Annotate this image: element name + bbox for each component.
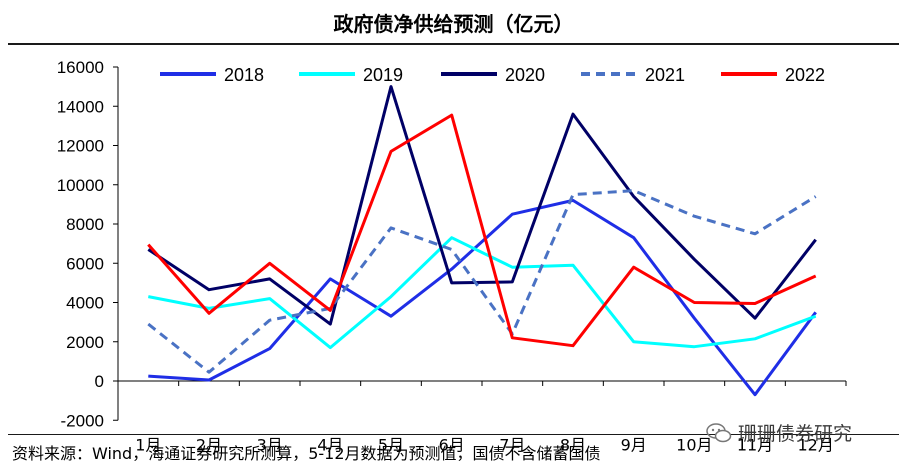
x-tick-label: 4月 bbox=[317, 435, 343, 454]
source-note: 资料来源：Wind，海通证券研究所测算，5-12月数据为预测值，国债不含储蓄国债 bbox=[12, 444, 601, 463]
legend-label-2022: 2022 bbox=[785, 65, 825, 85]
top-rule bbox=[8, 43, 899, 45]
series-line-2022 bbox=[147, 113, 817, 348]
watermark: 珊珊债券研究 bbox=[706, 419, 852, 446]
bottom-rule bbox=[8, 434, 899, 435]
y-tick-label: 0 bbox=[95, 372, 104, 391]
x-tick-label: 5月 bbox=[378, 435, 404, 454]
chart-title: 政府债净供给预测（亿元） bbox=[333, 12, 574, 36]
series-line-2019 bbox=[148, 236, 817, 350]
legend-label-2020: 2020 bbox=[505, 65, 545, 85]
series-line-2018 bbox=[148, 198, 817, 397]
x-tick-label: 8月 bbox=[560, 435, 586, 454]
legend-label-2021: 2021 bbox=[645, 65, 685, 85]
series-line-2021 bbox=[147, 189, 817, 374]
x-tick-label: 3月 bbox=[257, 435, 283, 454]
y-tick-label: 16000 bbox=[57, 58, 104, 77]
legend-label-2018: 2018 bbox=[224, 65, 264, 85]
x-tick-label: 11月 bbox=[737, 435, 773, 454]
x-tick-label: 9月 bbox=[621, 435, 647, 454]
y-tick-label: 4000 bbox=[66, 294, 104, 313]
x-tick-label: 6月 bbox=[439, 435, 465, 454]
x-tick-label: 1月 bbox=[135, 435, 161, 454]
y-tick-label: 10000 bbox=[57, 176, 104, 195]
legend: 2018 2019 2020 2021 2022 bbox=[160, 65, 825, 85]
x-tick-label: 2月 bbox=[196, 435, 222, 454]
series-lines bbox=[147, 85, 817, 397]
y-tick-label: -2000 bbox=[61, 411, 104, 430]
y-tick-label: 12000 bbox=[57, 137, 104, 156]
watermark-text: 珊珊债券研究 bbox=[738, 423, 853, 445]
x-tick-label: 7月 bbox=[499, 435, 525, 454]
y-tick-label: 2000 bbox=[66, 333, 104, 352]
axes: -2000 0 2000 4000 6000 8000 10000 12000 14000 160… bbox=[57, 58, 847, 454]
y-tick-label: 8000 bbox=[66, 215, 104, 234]
wechat-icon bbox=[706, 422, 732, 442]
y-tick-label: 14000 bbox=[57, 97, 104, 116]
series-line-2020 bbox=[147, 85, 817, 326]
y-tick-label: 6000 bbox=[66, 254, 104, 273]
legend-label-2019: 2019 bbox=[363, 65, 403, 85]
x-tick-label: 12月 bbox=[797, 435, 833, 454]
x-tick-label: 10月 bbox=[676, 435, 712, 454]
